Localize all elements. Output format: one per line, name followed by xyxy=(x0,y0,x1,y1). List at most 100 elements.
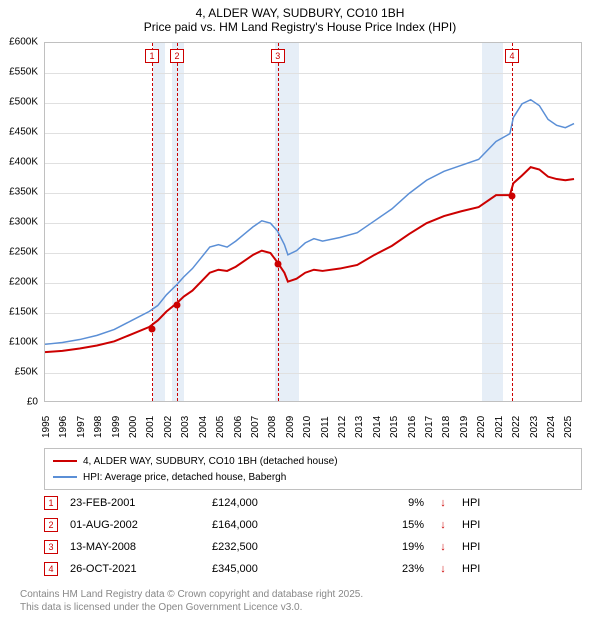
x-tick-label: 2010 xyxy=(302,416,313,438)
x-tick-label: 2022 xyxy=(511,416,522,438)
sale-row-marker: 2 xyxy=(44,518,58,532)
footer: Contains HM Land Registry data © Crown c… xyxy=(20,588,363,614)
x-tick-label: 2000 xyxy=(128,416,139,438)
x-tick-label: 2005 xyxy=(215,416,226,438)
sale-vs-label: HPI xyxy=(462,497,492,509)
x-tick-label: 2009 xyxy=(285,416,296,438)
sale-date: 23-FEB-2001 xyxy=(70,497,200,509)
y-tick-label: £200K xyxy=(9,277,38,288)
sale-marker-box: 1 xyxy=(145,49,159,63)
titles: 4, ALDER WAY, SUDBURY, CO10 1BH Price pa… xyxy=(0,0,600,34)
x-tick-label: 2024 xyxy=(546,416,557,438)
sale-delta: 9% xyxy=(344,497,424,509)
sale-marker-box: 3 xyxy=(271,49,285,63)
sale-price: £232,500 xyxy=(212,541,332,553)
y-tick-label: £600K xyxy=(9,37,38,48)
sale-marker-box: 2 xyxy=(170,49,184,63)
y-tick-label: £500K xyxy=(9,97,38,108)
y-tick-label: £150K xyxy=(9,307,38,318)
x-tick-label: 2014 xyxy=(372,416,383,438)
sales-table: 1 23-FEB-2001 £124,000 9% ↓ HPI 2 01-AUG-2002 £1… xyxy=(44,492,582,580)
sale-row-marker: 1 xyxy=(44,496,58,510)
footer-line-2: This data is licensed under the Open Gov… xyxy=(20,601,363,614)
x-tick-label: 2015 xyxy=(389,416,400,438)
y-tick-label: £300K xyxy=(9,217,38,228)
sale-dot xyxy=(173,301,180,308)
x-tick-label: 2004 xyxy=(198,416,209,438)
x-tick-label: 2003 xyxy=(180,416,191,438)
x-axis: 1995 1996 1997 1998 1999 2000 2001 2002 2003 2004… xyxy=(44,404,582,448)
legend-swatch xyxy=(53,460,77,462)
x-tick-label: 2011 xyxy=(320,416,331,438)
chart-container: 4, ALDER WAY, SUDBURY, CO10 1BH Price pa… xyxy=(0,0,600,620)
sale-price: £164,000 xyxy=(212,519,332,531)
y-tick-label: £250K xyxy=(9,247,38,258)
legend: 4, ALDER WAY, SUDBURY, CO10 1BH (detache… xyxy=(44,448,582,490)
y-tick-label: £0 xyxy=(27,397,38,408)
y-tick-label: £350K xyxy=(9,187,38,198)
legend-label: 4, ALDER WAY, SUDBURY, CO10 1BH (detache… xyxy=(83,456,338,467)
x-tick-label: 1997 xyxy=(76,416,87,438)
chart-lines xyxy=(45,43,581,401)
footer-line-1: Contains HM Land Registry data © Crown c… xyxy=(20,588,363,601)
table-row: 3 13-MAY-2008 £232,500 19% ↓ HPI xyxy=(44,536,582,558)
chart-title: 4, ALDER WAY, SUDBURY, CO10 1BH xyxy=(0,6,600,20)
down-arrow-icon: ↓ xyxy=(436,563,450,575)
x-tick-label: 2001 xyxy=(145,416,156,438)
x-tick-label: 2021 xyxy=(494,416,505,438)
sale-vs-label: HPI xyxy=(462,541,492,553)
y-tick-label: £50K xyxy=(15,367,38,378)
x-tick-label: 2023 xyxy=(529,416,540,438)
y-tick-label: £550K xyxy=(9,67,38,78)
x-tick-label: 1999 xyxy=(111,416,122,438)
sale-delta: 23% xyxy=(344,563,424,575)
x-tick-label: 2018 xyxy=(441,416,452,438)
sale-delta: 19% xyxy=(344,541,424,553)
sale-dot xyxy=(274,260,281,267)
y-tick-label: £400K xyxy=(9,157,38,168)
sale-date: 13-MAY-2008 xyxy=(70,541,200,553)
x-tick-label: 1998 xyxy=(93,416,104,438)
down-arrow-icon: ↓ xyxy=(436,497,450,509)
sale-marker-box: 4 xyxy=(505,49,519,63)
x-tick-label: 2008 xyxy=(267,416,278,438)
sale-dot xyxy=(508,193,515,200)
x-tick-label: 2020 xyxy=(476,416,487,438)
sale-vs-label: HPI xyxy=(462,563,492,575)
legend-label: HPI: Average price, detached house, Babe… xyxy=(83,472,286,483)
legend-item: HPI: Average price, detached house, Babe… xyxy=(53,469,573,485)
x-tick-label: 1995 xyxy=(41,416,52,438)
table-row: 2 01-AUG-2002 £164,000 15% ↓ HPI xyxy=(44,514,582,536)
sale-date: 01-AUG-2002 xyxy=(70,519,200,531)
legend-swatch xyxy=(53,476,77,478)
table-row: 4 26-OCT-2021 £345,000 23% ↓ HPI xyxy=(44,558,582,580)
x-tick-label: 2016 xyxy=(407,416,418,438)
x-tick-label: 1996 xyxy=(58,416,69,438)
y-tick-label: £450K xyxy=(9,127,38,138)
table-row: 1 23-FEB-2001 £124,000 9% ↓ HPI xyxy=(44,492,582,514)
sale-row-marker: 3 xyxy=(44,540,58,554)
chart-subtitle: Price paid vs. HM Land Registry's House … xyxy=(0,20,600,34)
down-arrow-icon: ↓ xyxy=(436,519,450,531)
sale-delta: 15% xyxy=(344,519,424,531)
x-tick-label: 2017 xyxy=(424,416,435,438)
series-line xyxy=(45,100,574,345)
x-tick-label: 2019 xyxy=(459,416,470,438)
sale-price: £124,000 xyxy=(212,497,332,509)
sale-price: £345,000 xyxy=(212,563,332,575)
sale-vs-label: HPI xyxy=(462,519,492,531)
y-axis: £0£50K£100K£150K£200K£250K£300K£350K£400… xyxy=(0,42,42,402)
legend-item: 4, ALDER WAY, SUDBURY, CO10 1BH (detache… xyxy=(53,453,573,469)
x-tick-label: 2007 xyxy=(250,416,261,438)
x-tick-label: 2013 xyxy=(354,416,365,438)
sale-date: 26-OCT-2021 xyxy=(70,563,200,575)
x-tick-label: 2006 xyxy=(233,416,244,438)
chart-plot-area: 12 3 4 xyxy=(44,42,582,402)
down-arrow-icon: ↓ xyxy=(436,541,450,553)
sale-row-marker: 4 xyxy=(44,562,58,576)
y-tick-label: £100K xyxy=(9,337,38,348)
x-tick-label: 2012 xyxy=(337,416,348,438)
x-tick-label: 2002 xyxy=(163,416,174,438)
x-tick-label: 2025 xyxy=(563,416,574,438)
sale-dot xyxy=(149,325,156,332)
